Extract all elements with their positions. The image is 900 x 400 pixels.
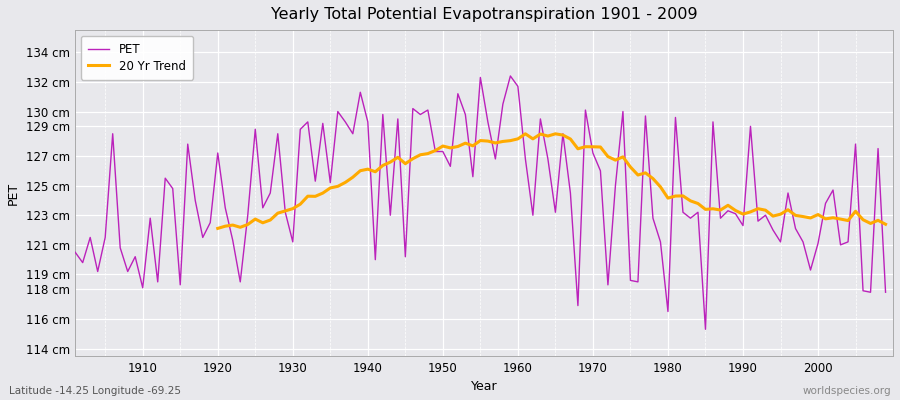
PET xyxy=(70,250,81,255)
Title: Yearly Total Potential Evapotranspiration 1901 - 2009: Yearly Total Potential Evapotranspiratio… xyxy=(271,7,698,22)
PET xyxy=(295,127,306,132)
20 Yr Trend xyxy=(302,194,313,198)
Line: 20 Yr Trend: 20 Yr Trend xyxy=(218,134,886,228)
Text: Latitude -14.25 Longitude -69.25: Latitude -14.25 Longitude -69.25 xyxy=(9,386,181,396)
PET xyxy=(340,120,351,124)
20 Yr Trend xyxy=(858,217,868,222)
PET xyxy=(880,290,891,295)
20 Yr Trend xyxy=(685,198,696,203)
Y-axis label: PET: PET xyxy=(7,182,20,204)
PET xyxy=(610,183,621,188)
20 Yr Trend xyxy=(415,152,426,157)
20 Yr Trend xyxy=(790,213,801,218)
PET xyxy=(512,84,523,89)
PET xyxy=(700,327,711,332)
PET xyxy=(130,254,140,259)
Text: worldspecies.org: worldspecies.org xyxy=(803,386,891,396)
X-axis label: Year: Year xyxy=(471,380,498,393)
20 Yr Trend xyxy=(212,226,223,231)
20 Yr Trend xyxy=(775,212,786,216)
PET xyxy=(505,74,516,78)
20 Yr Trend xyxy=(880,222,891,227)
Line: PET: PET xyxy=(76,76,886,329)
PET xyxy=(520,156,531,161)
20 Yr Trend xyxy=(520,132,531,136)
Legend: PET, 20 Yr Trend: PET, 20 Yr Trend xyxy=(81,36,193,80)
